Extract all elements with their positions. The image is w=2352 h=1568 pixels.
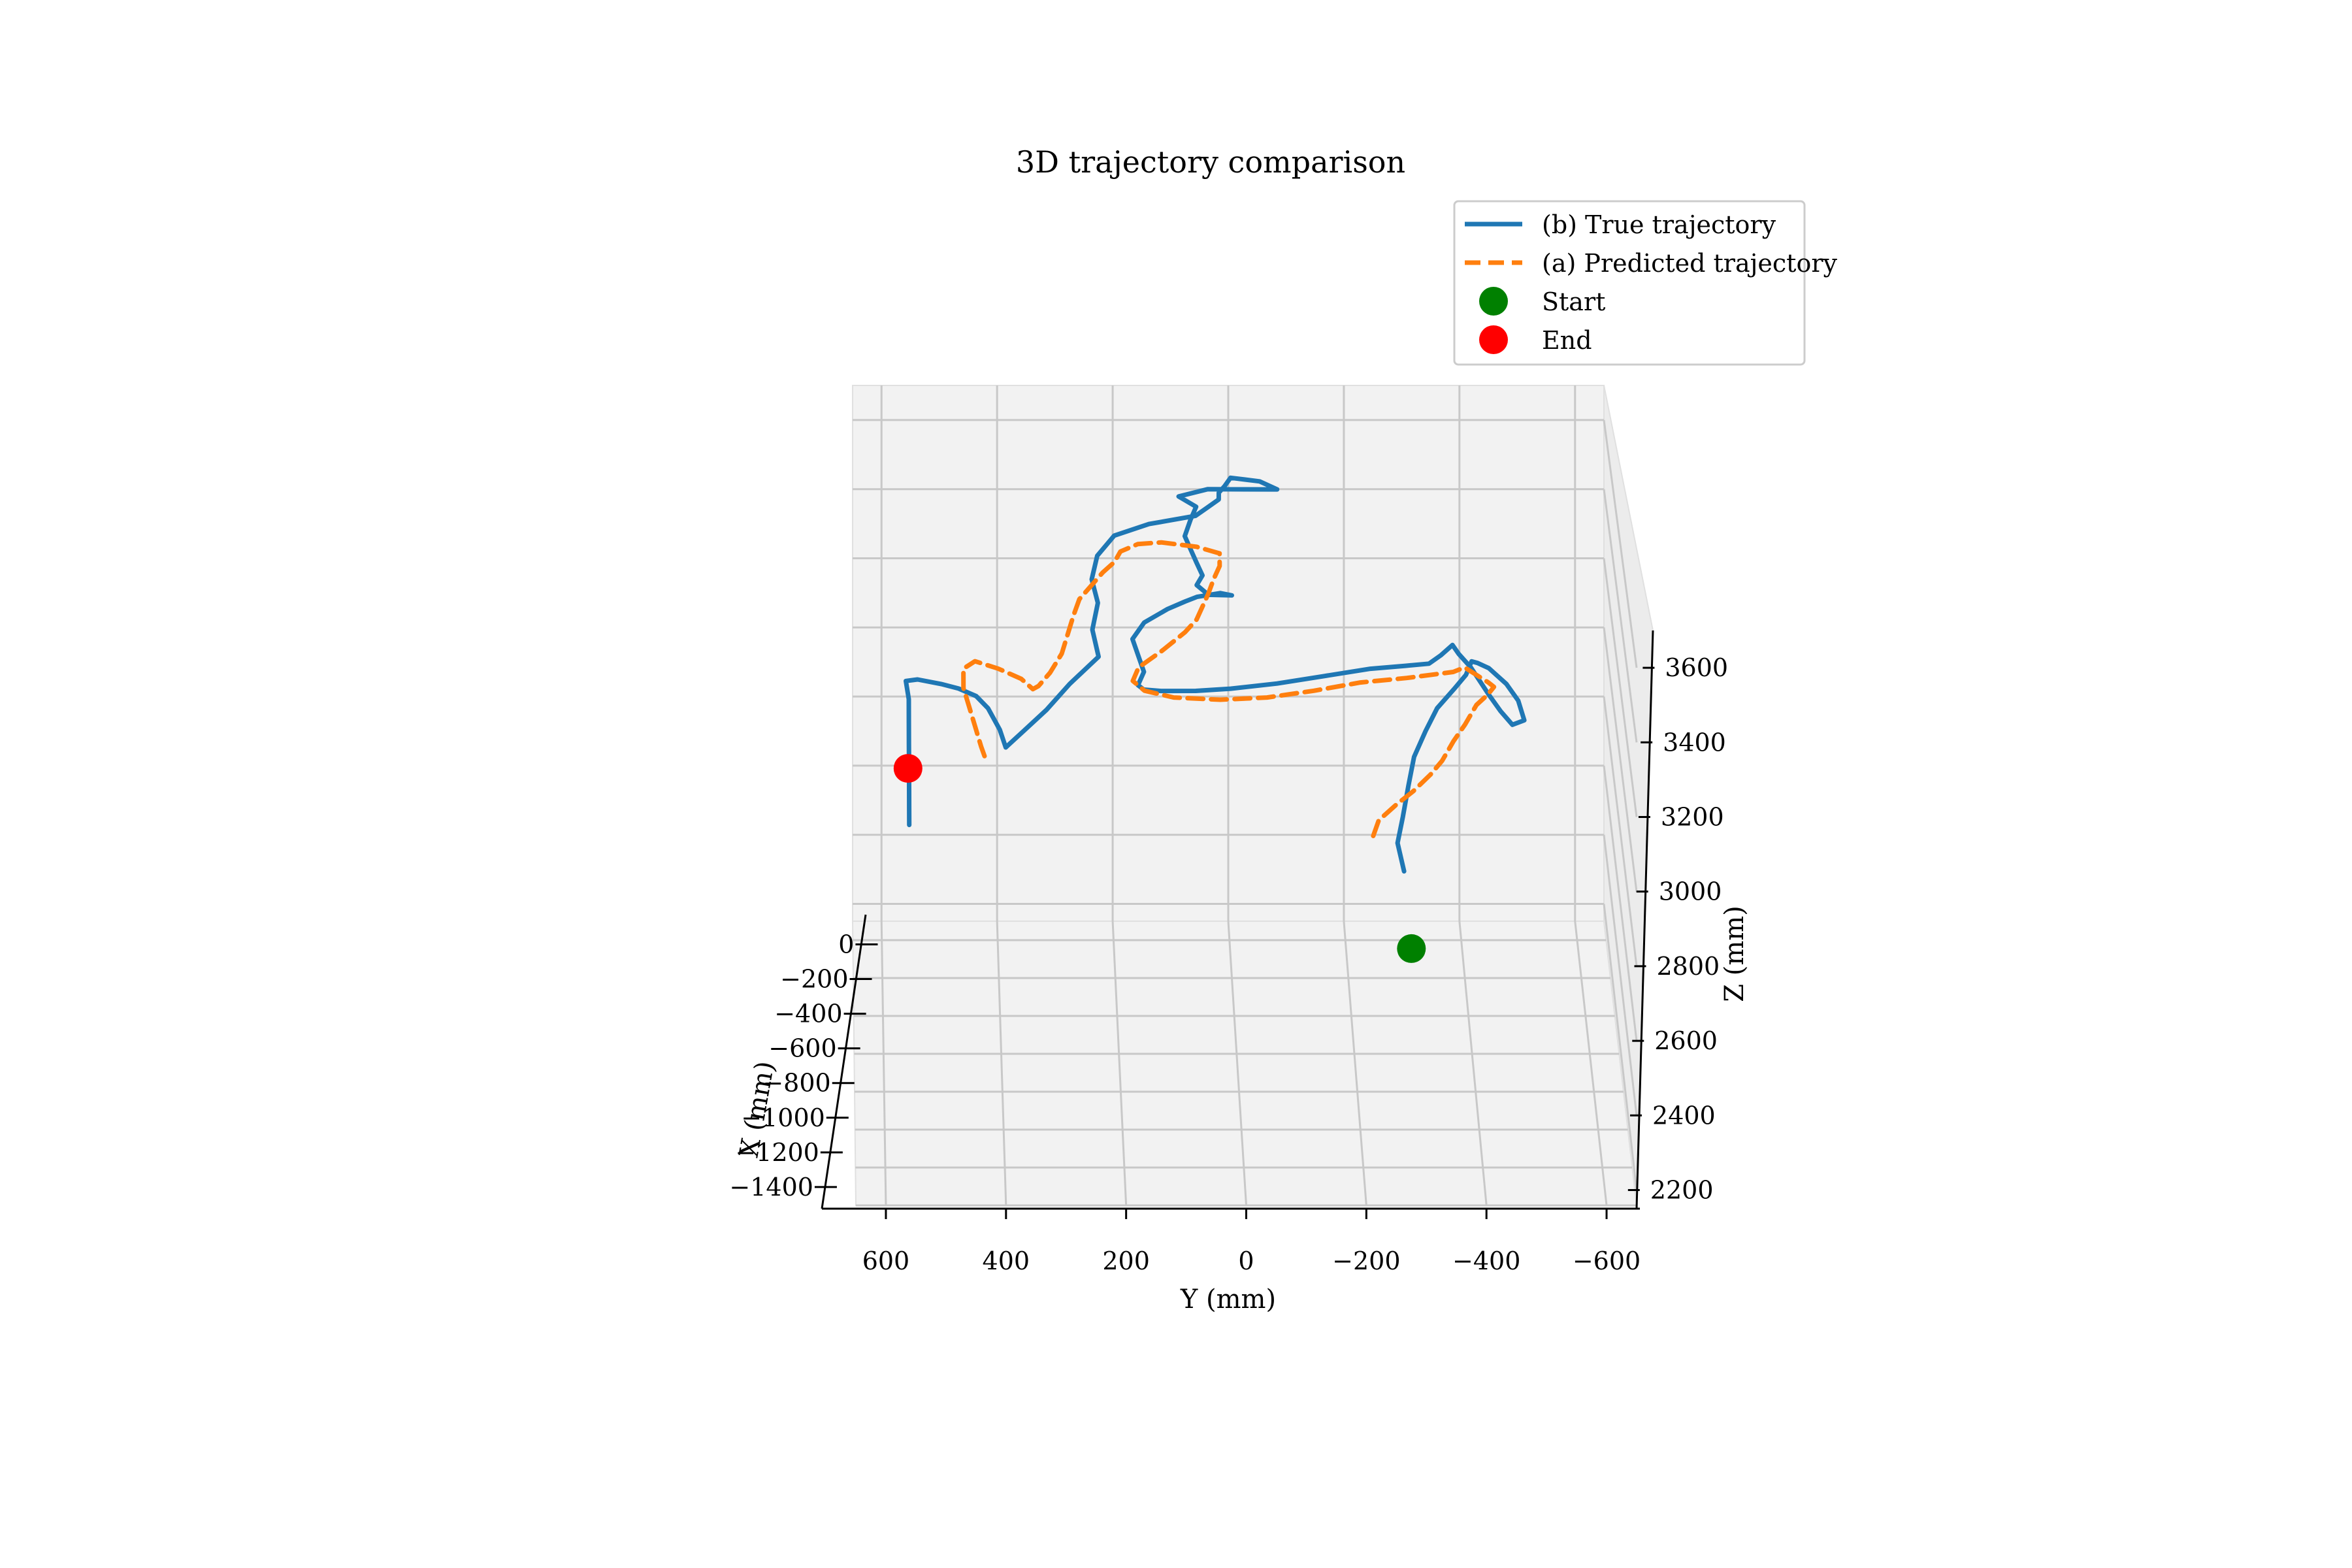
series-line-0 [904,475,1527,874]
x-tick-label-7: −1400 [729,1173,813,1201]
legend-swatch-start [1479,287,1508,316]
chart-title: 3D trajectory comparison [1016,144,1405,180]
legend-swatch-end [1479,325,1508,354]
x-tick-label-2: −400 [774,1000,842,1028]
grid-z-side-0 [1603,904,1638,1190]
grid-y-floor-2 [1111,921,1128,1206]
grid-y-floor-1 [996,921,1007,1206]
z-tick-label-5: 3200 [1661,802,1724,831]
series-layer [904,475,1527,874]
grid-z-side-1 [1603,834,1638,1116]
x-tick-label-0: 0 [838,930,854,958]
legend-label-start: Start [1542,287,1605,316]
pane-floor [851,921,1638,1206]
x-tick-label-6: −1200 [735,1138,819,1167]
y-tick-label-3: 0 [1238,1247,1254,1275]
legend-label-predicted: (a) Predicted trajectory [1542,249,1837,278]
grid-z-side-4 [1603,627,1638,892]
axes: 600 400 200 0 −200 −400 −600 Y (mm) 0 −200 −400 −60… [729,630,1750,1315]
legend-frame [1453,200,1806,366]
z-tick-label-3: 2800 [1656,952,1720,981]
y-tick-label-4: −200 [1332,1247,1400,1275]
legend: (b) True trajectory (a) Predicted trajec… [1453,200,1837,366]
x-tick-label-4: −800 [762,1069,830,1098]
grid-y-floor-0 [880,921,887,1206]
grid-y-floor-4 [1343,921,1367,1206]
z-tick-label-6: 3400 [1663,728,1726,757]
markers-layer [893,754,1426,963]
z-tick-label-0: 2200 [1650,1175,1714,1204]
y-tick-label-5: −400 [1452,1247,1520,1275]
grid-y-floor-3 [1227,921,1247,1206]
y-tick-label-1: 400 [983,1247,1030,1275]
grid-z-side-5 [1603,558,1638,817]
marker-0 [1397,934,1426,963]
grid-lines [853,385,1638,1207]
y-tick-label-6: −600 [1573,1247,1641,1275]
x-tick-label-1: −200 [780,965,848,994]
grid-z-side-6 [1603,489,1638,743]
x-tick-label-5: −1000 [741,1103,825,1132]
marker-1 [893,754,923,783]
z-axis-line [1635,630,1654,1209]
z-tick-label-2: 2600 [1654,1026,1718,1055]
y-tick-label-2: 200 [1102,1247,1150,1275]
y-axis-label: Y (mm) [1180,1284,1276,1315]
z-tick-label-4: 3000 [1659,877,1722,906]
grid-y-floor-5 [1458,921,1488,1206]
grid-y-floor-6 [1574,921,1608,1206]
z-tick-label-1: 2400 [1652,1101,1716,1130]
legend-label-true: (b) True trajectory [1542,210,1776,239]
y-tick-label-0: 600 [862,1247,910,1275]
series-line-1 [961,540,1497,838]
x-tick-label-3: −600 [768,1034,836,1063]
z-axis-label: Z (mm) [1720,906,1750,1002]
legend-label-end: End [1542,326,1592,355]
grid-z-side-3 [1603,696,1638,967]
grid-z-side-7 [1603,419,1638,668]
grid-z-side-2 [1603,765,1638,1041]
x-axis-line [821,914,867,1209]
z-tick-label-7: 3600 [1665,653,1728,682]
